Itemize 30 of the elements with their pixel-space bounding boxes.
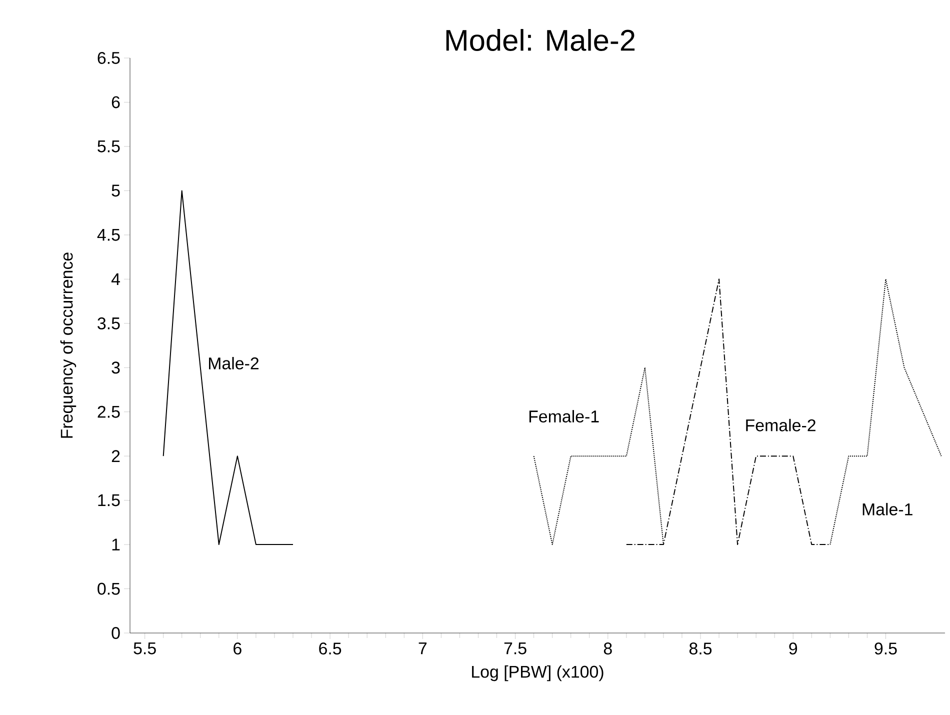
x-tick-label: 8 (604, 642, 612, 655)
y-tick-label: 0.5 (98, 582, 120, 595)
chart-title: Model: Male-2 (446, 29, 635, 51)
series-label: Female-2 (746, 418, 816, 432)
x-tick-label: 7.5 (504, 642, 526, 654)
x-tick-label: 5.5 (134, 642, 156, 654)
y-tick-label: 0 (112, 627, 120, 639)
y-tick-label: 1.5 (98, 494, 120, 506)
x-tick-label: 6.5 (319, 642, 342, 655)
y-tick-label: 1 (112, 538, 120, 550)
y-tick-label: 3.5 (98, 317, 120, 330)
y-tick-label: 5 (112, 184, 120, 197)
y-tick-label: 2.5 (98, 406, 120, 418)
y-tick-label: 3 (112, 362, 120, 374)
y-tick-label: 4.5 (97, 229, 120, 241)
series-label: Male-1 (862, 502, 912, 516)
x-tick-label: 6 (234, 642, 242, 655)
y-tick-label: 5.5 (98, 140, 120, 152)
y-tick-label: 6.5 (98, 52, 120, 64)
y-axis-title: Frequency of occurrence (60, 252, 76, 438)
y-tick-label: 4 (111, 273, 120, 285)
x-tick-label: 9.5 (874, 642, 897, 655)
y-tick-label: 2 (112, 450, 120, 462)
x-tick-label: 8.5 (689, 642, 712, 655)
y-tick-label: 6 (112, 96, 120, 108)
series-label: Male-2 (209, 356, 259, 370)
series-label: Female-1 (529, 410, 599, 422)
x-axis-title: Log [PBW] (x100) (472, 665, 604, 682)
x-tick-label: 7 (418, 642, 427, 654)
x-tick-label: 9 (789, 642, 798, 655)
